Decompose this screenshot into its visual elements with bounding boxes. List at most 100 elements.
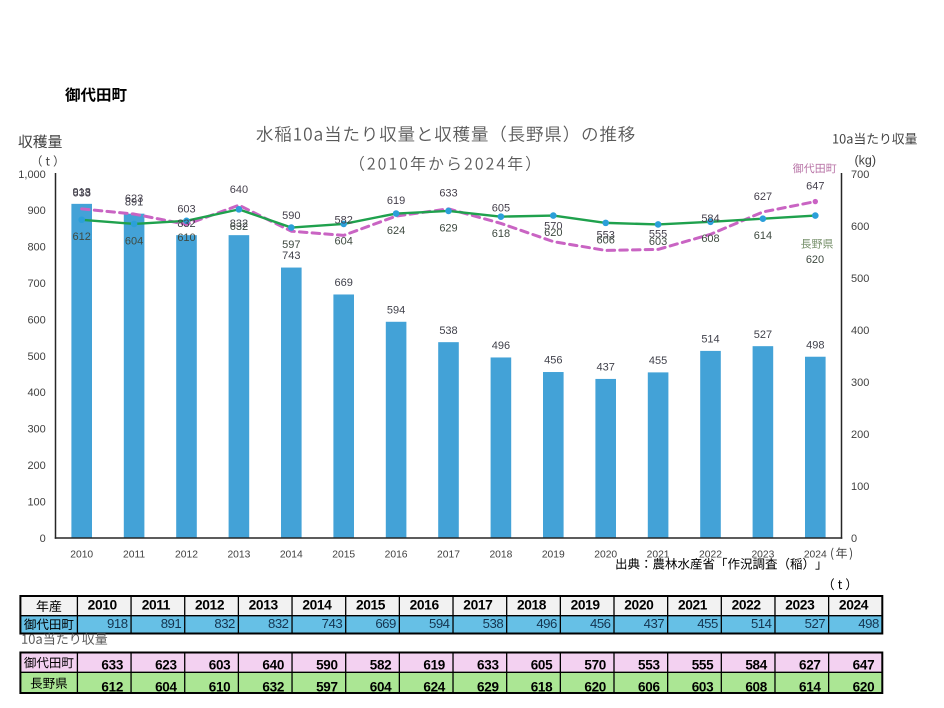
svg-text:555: 555: [649, 228, 667, 240]
svg-text:669: 669: [375, 616, 396, 631]
svg-text:555: 555: [692, 658, 714, 673]
svg-text:498: 498: [806, 339, 824, 351]
svg-text:538: 538: [439, 325, 457, 337]
svg-text:633: 633: [477, 658, 499, 673]
svg-text:743: 743: [322, 616, 343, 631]
svg-text:800: 800: [27, 242, 45, 254]
svg-text:2015: 2015: [356, 598, 386, 613]
svg-text:2012: 2012: [175, 549, 198, 560]
svg-text:700: 700: [27, 278, 45, 290]
svg-text:619: 619: [423, 658, 445, 673]
svg-text:623: 623: [125, 193, 143, 205]
svg-text:2017: 2017: [463, 598, 493, 613]
svg-text:605: 605: [492, 202, 510, 214]
svg-text:514: 514: [751, 616, 772, 631]
svg-text:437: 437: [644, 616, 665, 631]
svg-text:743: 743: [282, 250, 300, 262]
svg-text:2024: 2024: [839, 598, 869, 613]
svg-text:605: 605: [531, 658, 553, 673]
svg-text:629: 629: [439, 222, 457, 234]
svg-text:2022: 2022: [732, 598, 762, 613]
svg-text:200: 200: [851, 429, 869, 441]
svg-text:2021: 2021: [647, 549, 670, 560]
svg-text:600: 600: [27, 314, 45, 326]
svg-text:2011: 2011: [142, 598, 171, 613]
svg-text:582: 582: [370, 658, 392, 673]
svg-text:612: 612: [101, 680, 123, 695]
svg-text:633: 633: [439, 188, 457, 200]
svg-text:0: 0: [851, 533, 857, 545]
svg-text:496: 496: [536, 616, 557, 631]
svg-text:590: 590: [316, 658, 338, 673]
svg-text:570: 570: [584, 658, 606, 673]
svg-text:619: 619: [387, 195, 405, 207]
svg-text:918: 918: [107, 616, 128, 631]
svg-text:437: 437: [597, 362, 615, 374]
svg-text:606: 606: [638, 680, 660, 695]
svg-text:832: 832: [230, 218, 248, 230]
svg-text:594: 594: [387, 304, 405, 316]
svg-text:527: 527: [805, 616, 826, 631]
svg-text:2019: 2019: [571, 598, 601, 613]
svg-text:604: 604: [125, 235, 143, 247]
svg-text:632: 632: [262, 680, 284, 695]
svg-text:500: 500: [27, 351, 45, 363]
svg-text:627: 627: [799, 658, 821, 673]
svg-text:(kg): (kg): [855, 154, 877, 168]
svg-text:603: 603: [209, 658, 231, 673]
svg-text:832: 832: [177, 218, 195, 230]
svg-text:669: 669: [335, 277, 353, 289]
svg-text:2020: 2020: [624, 598, 654, 613]
svg-text:620: 620: [806, 254, 824, 266]
svg-text:2024: 2024: [804, 549, 827, 560]
svg-text:553: 553: [638, 658, 660, 673]
svg-text:584: 584: [745, 658, 767, 673]
svg-text:498: 498: [858, 616, 879, 631]
svg-text:832: 832: [268, 616, 289, 631]
svg-text:2018: 2018: [489, 549, 512, 560]
svg-text:2011: 2011: [123, 549, 145, 560]
svg-text:627: 627: [754, 191, 772, 203]
svg-text:603: 603: [692, 680, 714, 695]
svg-text:2013: 2013: [227, 549, 250, 560]
svg-text:918: 918: [73, 186, 91, 198]
svg-text:100: 100: [851, 481, 869, 493]
svg-text:456: 456: [590, 616, 611, 631]
svg-text:618: 618: [492, 228, 510, 240]
svg-text:553: 553: [597, 229, 615, 241]
svg-text:2016: 2016: [410, 598, 440, 613]
svg-text:620: 620: [584, 680, 606, 695]
svg-text:570: 570: [544, 221, 562, 233]
svg-text:633: 633: [101, 658, 123, 673]
svg-text:2014: 2014: [280, 549, 303, 560]
svg-text:614: 614: [799, 680, 821, 695]
svg-text:300: 300: [27, 424, 45, 436]
svg-text:2017: 2017: [437, 549, 460, 560]
svg-text:594: 594: [429, 616, 450, 631]
svg-text:527: 527: [754, 329, 772, 341]
svg-text:610: 610: [209, 680, 231, 695]
svg-text:1,000: 1,000: [18, 169, 46, 181]
svg-text:2021: 2021: [678, 598, 708, 613]
svg-text:2012: 2012: [195, 598, 225, 613]
svg-text:618: 618: [531, 680, 553, 695]
svg-text:900: 900: [27, 205, 45, 217]
svg-text:629: 629: [477, 680, 499, 695]
svg-text:2023: 2023: [785, 598, 815, 613]
svg-text:455: 455: [697, 616, 718, 631]
svg-text:612: 612: [73, 231, 91, 243]
svg-text:647: 647: [806, 180, 824, 192]
svg-text:604: 604: [335, 235, 353, 247]
svg-text:2010: 2010: [70, 549, 93, 560]
svg-text:633: 633: [73, 188, 91, 200]
svg-text:400: 400: [851, 325, 869, 337]
svg-text:538: 538: [483, 616, 504, 631]
svg-text:632: 632: [230, 221, 248, 233]
svg-text:2015: 2015: [332, 549, 355, 560]
svg-text:614: 614: [754, 230, 772, 242]
svg-text:603: 603: [177, 203, 195, 215]
svg-text:584: 584: [701, 213, 719, 225]
svg-text:2016: 2016: [385, 549, 408, 560]
svg-text:624: 624: [423, 680, 445, 695]
svg-text:891: 891: [125, 196, 143, 208]
